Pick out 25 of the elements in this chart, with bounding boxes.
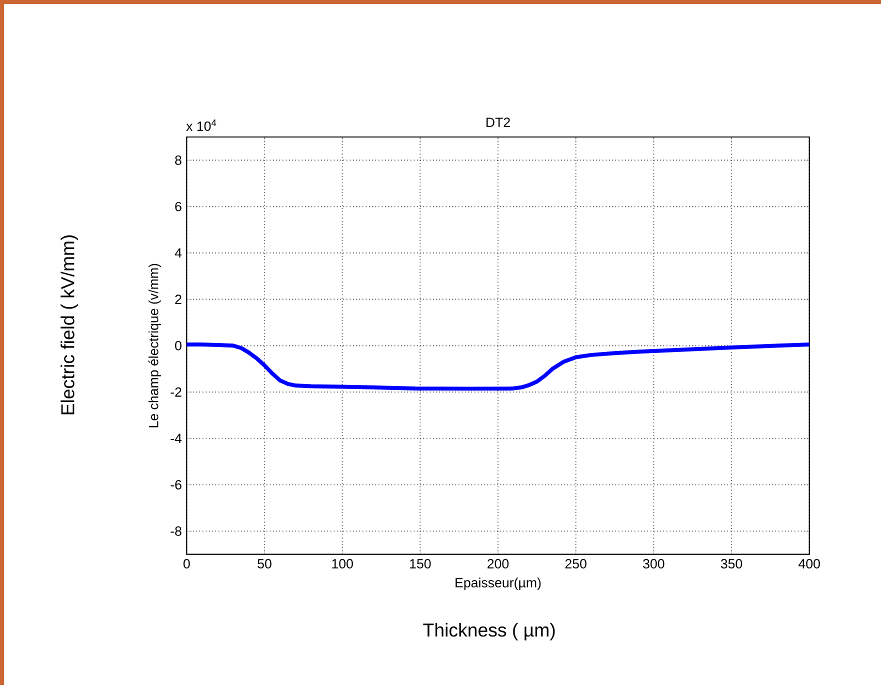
x-tick-label: 100 [332,559,353,568]
y-tick-label: 2 [175,294,182,304]
text: Electric field ( kV/mm) [60,235,78,414]
x-axis-title: Epaisseur(µm) [456,578,541,590]
y-tick-label: -8 [170,526,182,536]
y-tick-label: 6 [175,202,182,212]
y-tick-label: -6 [170,480,182,490]
x-tick-label: 150 [410,559,431,568]
x-tick-label: 350 [720,559,742,568]
text: x 10$^{4}$ [186,120,216,131]
y-tick-label: 0 [175,340,182,350]
x-tick-label: 0 [183,559,190,568]
text: Thickness ( µm) [423,622,555,640]
x-tick-label: 250 [565,559,586,568]
y-axis-title: Le champ électrique (v/mm) [148,264,161,428]
x-tick-label: 400 [798,559,820,568]
y-tick-label: -4 [170,434,182,443]
x-tick-label: 200 [488,559,509,568]
x-tick-label: 300 [643,559,664,568]
y-tick-label: 8 [175,155,182,165]
y-tick-label: -2 [170,387,182,397]
y-tick-label: 4 [174,248,182,258]
line-series [186,342,810,391]
x-tick-label: 50 [258,559,272,568]
chart-title: DT2 [486,118,510,127]
